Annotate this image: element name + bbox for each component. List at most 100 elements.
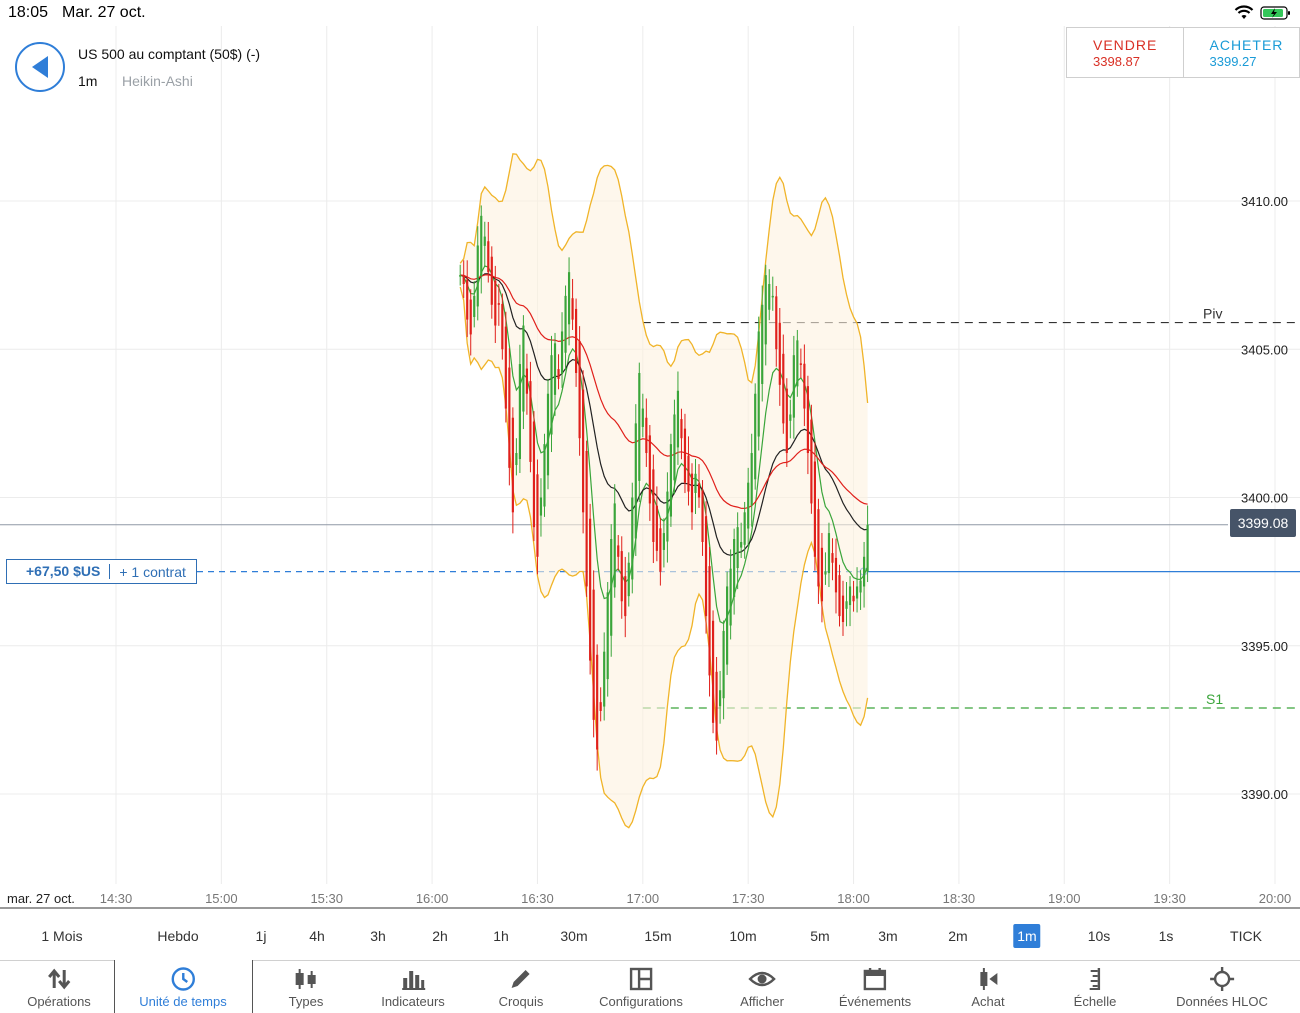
candle-body	[711, 620, 715, 723]
candle-body	[617, 545, 620, 557]
candle-body	[838, 575, 841, 617]
candle	[617, 535, 620, 571]
candle-body	[768, 284, 771, 310]
back-button[interactable]	[15, 42, 65, 92]
candle-body	[764, 275, 767, 345]
candle	[747, 467, 750, 547]
candle-body	[708, 566, 711, 676]
candle	[469, 289, 472, 356]
bollinger-upper	[459, 153, 869, 404]
toolbar-types[interactable]: Types	[288, 960, 324, 1013]
tf-1-month[interactable]: 1 Mois	[41, 928, 83, 944]
candle-body	[578, 340, 581, 439]
candle	[799, 348, 802, 379]
toolbar-scale[interactable]: Échelle	[1074, 960, 1116, 1013]
candle	[490, 246, 493, 319]
toolbar-display[interactable]: Afficher	[740, 960, 784, 1013]
tf-1m[interactable]: 1m	[1013, 924, 1041, 948]
current-price-badge: 3399.08	[1230, 509, 1296, 537]
buy-button[interactable]: ACHETER 3399.27	[1182, 28, 1300, 77]
tf-5m[interactable]: 5m	[810, 928, 830, 944]
candle-body	[543, 444, 546, 507]
candle	[631, 482, 634, 594]
candle	[750, 433, 753, 527]
toolbar-indicators[interactable]: Indicateurs	[381, 960, 445, 1013]
clock-icon	[171, 967, 195, 991]
candle	[596, 644, 599, 771]
y-tick-label: 3410.00	[1241, 194, 1288, 209]
candle	[673, 399, 676, 495]
candle-body	[666, 491, 669, 542]
candle-body	[820, 547, 824, 602]
candle	[539, 478, 543, 537]
tf-10m[interactable]: 10m	[729, 928, 757, 944]
x-tick-label: 16:00	[416, 891, 449, 906]
candle	[504, 311, 507, 423]
candle	[652, 454, 655, 564]
tf-3h[interactable]: 3h	[370, 928, 386, 944]
tf-3m[interactable]: 3m	[878, 928, 898, 944]
candle-body	[676, 390, 680, 448]
status-bar: 18:05 Mar. 27 oct.	[0, 0, 1300, 26]
toolbar-types-label: Types	[288, 994, 324, 1009]
candle	[529, 361, 532, 473]
candle	[589, 503, 592, 675]
tf-weekly[interactable]: Hebdo	[157, 928, 199, 944]
tf-30m[interactable]: 30m	[560, 928, 588, 944]
candlesticks	[459, 205, 869, 771]
candle-body	[599, 702, 602, 711]
tf-2h[interactable]: 2h	[432, 928, 448, 944]
candle	[638, 362, 641, 502]
candle-body	[704, 516, 708, 617]
tf-1s[interactable]: 1s	[1158, 928, 1174, 944]
candle-body	[669, 444, 673, 517]
toolbar-timeframe[interactable]: Unité de temps	[139, 960, 227, 1013]
candle	[610, 524, 613, 657]
candle	[806, 375, 809, 475]
candle	[838, 564, 841, 627]
candle-body	[831, 553, 834, 563]
toolbar-purchase[interactable]: Achat	[971, 960, 1005, 1013]
toolbar-ohlc-data[interactable]: Données HLOC	[1176, 960, 1268, 1013]
chart-timeframe: 1m	[78, 73, 98, 89]
tf-tick[interactable]: TICK	[1230, 928, 1262, 944]
candle	[564, 285, 567, 371]
tf-2m[interactable]: 2m	[948, 928, 968, 944]
candle	[571, 278, 574, 330]
candle	[515, 438, 518, 476]
candle	[736, 512, 739, 590]
x-tick-label: 14:30	[100, 891, 133, 906]
candle	[666, 472, 669, 563]
tf-4h[interactable]: 4h	[309, 928, 325, 944]
candle-body	[490, 256, 493, 305]
trade-panel: VENDRE 3398.87 ACHETER 3399.27	[1066, 27, 1300, 78]
toolbar-events[interactable]: Événements	[839, 960, 911, 1013]
candle-body	[627, 562, 630, 597]
layout-icon	[629, 967, 653, 991]
candle-body	[845, 601, 848, 609]
tf-15m[interactable]: 15m	[644, 928, 672, 944]
candle-body	[473, 295, 476, 318]
tf-10s[interactable]: 10s	[1087, 928, 1111, 944]
candle-body	[648, 435, 651, 504]
candle	[694, 458, 697, 515]
candle	[462, 260, 465, 298]
toolbar-operations[interactable]: Opérations	[27, 960, 91, 1013]
candle	[701, 480, 704, 556]
candle	[522, 315, 525, 430]
tf-1d[interactable]: 1j	[255, 928, 267, 944]
candle	[641, 393, 644, 438]
candle-body	[718, 690, 722, 707]
price-chart[interactable]: Piv S1 14:30 15:00 15:30 16:00 16:30 17:00 17:3…	[0, 26, 1300, 910]
candle-body	[757, 331, 760, 437]
candle	[511, 407, 514, 534]
instrument-name[interactable]: US 500 au comptant (50$) (-)	[78, 46, 261, 62]
toolbar-configurations[interactable]: Configurations	[599, 960, 683, 1013]
toolbar-sketch[interactable]: Croquis	[499, 960, 543, 1013]
sell-button[interactable]: VENDRE 3398.87	[1067, 28, 1183, 77]
open-position-badge[interactable]: +67,50 $US + 1 contrat	[6, 559, 197, 584]
tf-1h[interactable]: 1h	[493, 928, 509, 944]
chart-type: Heikin-Ashi	[122, 73, 193, 89]
candle-body	[515, 453, 518, 466]
x-tick-label: 17:00	[627, 891, 660, 906]
